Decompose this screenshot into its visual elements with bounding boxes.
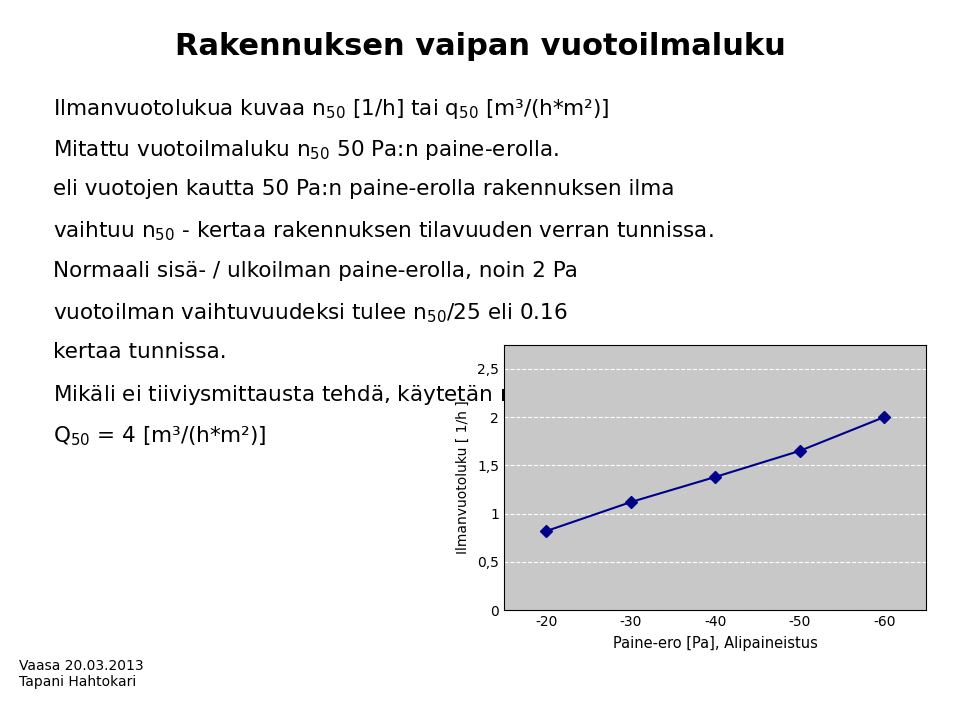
Text: Mikäli ei tiiviysmittausta tehdä, käytetän n$_{50}$ = 4 [1/h] tai: Mikäli ei tiiviysmittausta tehdä, käytet… — [53, 383, 670, 407]
Text: Normaali sisä- / ulkoilman paine-erolla, noin 2 Pa: Normaali sisä- / ulkoilman paine-erolla,… — [53, 261, 578, 281]
Text: Vaasa 20.03.2013
Tapani Hahtokari: Vaasa 20.03.2013 Tapani Hahtokari — [19, 659, 144, 689]
Text: Rakennuksen vaipan vuotoilmaluku: Rakennuksen vaipan vuotoilmaluku — [175, 32, 785, 61]
Text: kertaa tunnissa.: kertaa tunnissa. — [53, 342, 227, 363]
Text: Ilmanvuotolukua kuvaa n$_{50}$ [1/h] tai q$_{50}$ [m³/(h*m²)]: Ilmanvuotolukua kuvaa n$_{50}$ [1/h] tai… — [53, 97, 610, 121]
Text: Q$_{50}$ = 4 [m³/(h*m²)]: Q$_{50}$ = 4 [m³/(h*m²)] — [53, 424, 266, 448]
Y-axis label: Ilmanvuotoluku [ 1/h ]: Ilmanvuotoluku [ 1/h ] — [456, 401, 470, 554]
Text: eli vuotojen kautta 50 Pa:n paine-erolla rakennuksen ilma: eli vuotojen kautta 50 Pa:n paine-erolla… — [53, 179, 674, 199]
X-axis label: Paine-ero [Pa], Alipaineistus: Paine-ero [Pa], Alipaineistus — [612, 636, 818, 651]
Text: vaihtuu n$_{50}$ - kertaa rakennuksen tilavuuden verran tunnissa.: vaihtuu n$_{50}$ - kertaa rakennuksen ti… — [53, 220, 713, 243]
Text: Mitattu vuotoilmaluku n$_{50}$ 50 Pa:n paine-erolla.: Mitattu vuotoilmaluku n$_{50}$ 50 Pa:n p… — [53, 138, 559, 162]
Text: vuotoilman vaihtuvuudeksi tulee n$_{50}$/25 eli 0.16: vuotoilman vaihtuvuudeksi tulee n$_{50}$… — [53, 302, 567, 325]
